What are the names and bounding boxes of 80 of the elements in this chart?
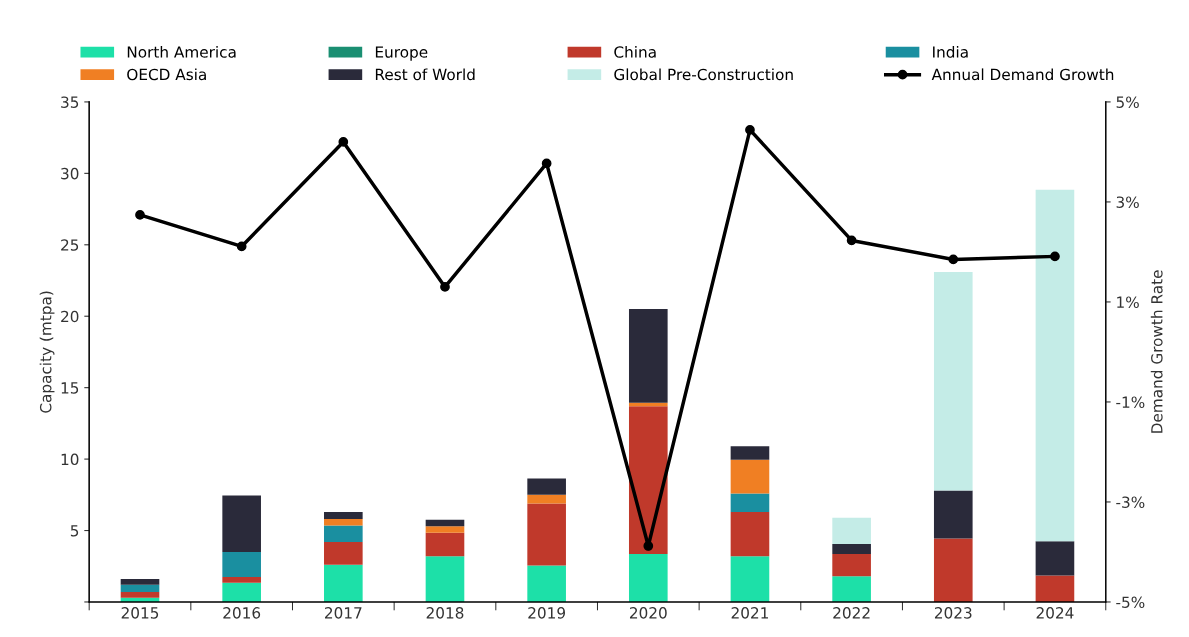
y2-tick-label: -5% — [1116, 596, 1145, 608]
y-tick-label: 20 — [61, 310, 79, 323]
bar — [120, 579, 160, 585]
x-tick-label: 2017 — [325, 607, 362, 619]
y-axis-title: Capacity (mtpa) — [39, 291, 55, 413]
bar — [527, 565, 566, 602]
bar — [832, 576, 871, 602]
bar — [324, 525, 363, 542]
bar — [1035, 575, 1075, 602]
legend-label: Rest of World — [375, 68, 475, 81]
bar — [324, 511, 363, 520]
bar — [933, 538, 973, 602]
point — [643, 541, 654, 551]
point — [846, 235, 857, 246]
bar — [832, 554, 871, 577]
x-tick-label: 2023 — [934, 607, 972, 619]
y2-tick-label: 3% — [1116, 196, 1139, 208]
bar — [324, 564, 363, 602]
bar — [1035, 189, 1075, 542]
legend-label: India — [933, 45, 968, 58]
x-tick-label: 2021 — [731, 607, 768, 619]
x-tick-label: 2020 — [629, 607, 667, 619]
bar — [933, 271, 973, 491]
x-tick-label: 2022 — [833, 607, 870, 619]
y-tick-label: 35 — [61, 96, 79, 108]
legend-label: Europe — [375, 46, 428, 61]
bar — [730, 511, 770, 557]
point — [1050, 251, 1060, 262]
bar — [527, 478, 566, 495]
point — [745, 125, 755, 135]
bar — [222, 551, 261, 577]
bar — [730, 446, 770, 460]
point — [338, 137, 349, 147]
bar — [832, 544, 871, 555]
legend-label: OECD Asia — [127, 68, 206, 81]
bar — [425, 526, 465, 533]
point — [440, 282, 450, 292]
bar — [324, 541, 363, 565]
y-tick-label: 15 — [61, 382, 79, 394]
y2-tick-label: -1% — [1116, 396, 1145, 408]
bar — [222, 576, 261, 583]
bar — [222, 495, 261, 552]
bar — [730, 493, 770, 512]
y-tick-label: 5 — [70, 525, 79, 537]
bar — [628, 554, 668, 602]
legend-label: Annual Demand Growth — [931, 68, 1114, 81]
bar — [832, 517, 871, 545]
bar — [1035, 541, 1075, 576]
bar — [933, 490, 973, 539]
point — [135, 210, 145, 220]
y2-tick-label: 5% — [1116, 96, 1139, 108]
point — [948, 254, 959, 265]
bar — [527, 503, 566, 566]
y-tick-label: 25 — [61, 239, 79, 251]
bar — [120, 584, 160, 592]
x-tick-label: 2019 — [528, 607, 566, 619]
x-tick-label: 2015 — [121, 607, 159, 619]
y-tick-label: 10 — [61, 453, 79, 466]
legend-label: North America — [127, 45, 236, 58]
y2-tick-label: -3% — [1116, 496, 1145, 508]
x-tick-label: 2016 — [223, 607, 261, 619]
bar — [730, 459, 770, 494]
y-tick-label: 30 — [61, 167, 79, 180]
bar — [120, 591, 160, 598]
bar — [628, 309, 668, 403]
bar — [527, 494, 566, 504]
bar — [222, 582, 261, 602]
bar — [324, 519, 363, 526]
bar — [425, 556, 465, 602]
x-tick-label: 2024 — [1036, 607, 1074, 619]
y2-axis-title: Demand Growth Rate — [1150, 270, 1163, 433]
legend-label: Global Pre-Construction — [614, 68, 793, 81]
x-tick-label: 2018 — [426, 607, 464, 619]
y2-tick-label: 1% — [1117, 296, 1139, 308]
point — [236, 241, 247, 252]
legend-label: China — [614, 45, 656, 58]
bar — [425, 519, 465, 527]
bar — [425, 532, 465, 557]
bar — [730, 556, 770, 602]
point — [541, 158, 552, 169]
